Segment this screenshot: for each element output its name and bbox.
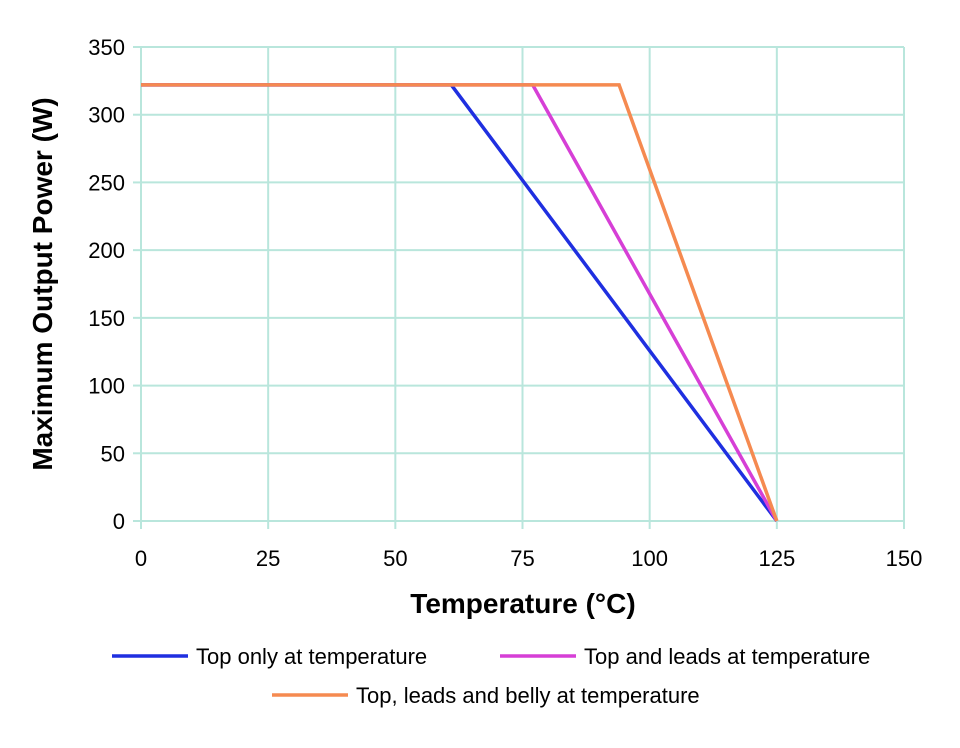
legend-label-2: Top and leads at temperature bbox=[584, 644, 870, 669]
series-layer bbox=[141, 83, 779, 523]
x-tick-label: 25 bbox=[256, 546, 280, 571]
x-tick-label: 0 bbox=[135, 546, 147, 571]
y-tick-label: 350 bbox=[88, 35, 125, 60]
x-tick-label: 150 bbox=[886, 546, 923, 571]
x-tick-label: 100 bbox=[631, 546, 668, 571]
y-tick-label: 300 bbox=[88, 103, 125, 128]
series-line-2 bbox=[141, 83, 779, 522]
y-axis-title: Maximum Output Power (W) bbox=[27, 97, 58, 470]
series-line-3 bbox=[141, 83, 779, 522]
grid-layer bbox=[133, 46, 905, 529]
x-tick-label: 75 bbox=[510, 546, 534, 571]
y-tick-label: 200 bbox=[88, 238, 125, 263]
legend: Top only at temperature Top and leads at … bbox=[112, 644, 870, 708]
y-tick-label: 100 bbox=[88, 374, 125, 399]
x-tick-label: 125 bbox=[758, 546, 795, 571]
ticks-layer: 0 50 100 150 200 250 300 350 0 25 50 75 100 125 150 bbox=[88, 35, 922, 571]
x-axis-title: Temperature (°C) bbox=[410, 588, 635, 619]
y-tick-label: 250 bbox=[88, 170, 125, 195]
y-tick-label: 150 bbox=[88, 306, 125, 331]
y-tick-label: 0 bbox=[113, 509, 125, 534]
series-line-1 bbox=[141, 83, 779, 523]
y-tick-label: 50 bbox=[101, 441, 125, 466]
x-tick-label: 50 bbox=[383, 546, 407, 571]
legend-label-3: Top, leads and belly at temperature bbox=[356, 683, 700, 708]
legend-label-1: Top only at temperature bbox=[196, 644, 427, 669]
